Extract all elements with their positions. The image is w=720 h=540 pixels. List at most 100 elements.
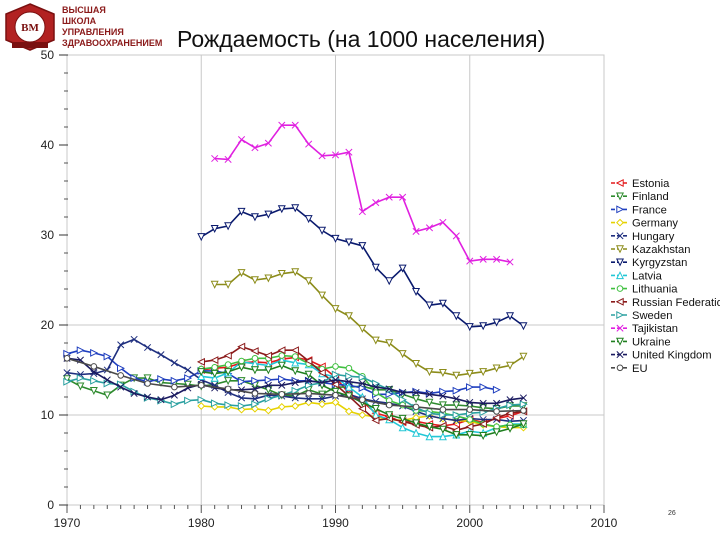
legend-item: Estonia (611, 178, 670, 190)
data-point (466, 383, 475, 392)
data-point (224, 401, 233, 410)
data-point (452, 401, 461, 410)
data-point (238, 357, 245, 365)
data-point (251, 395, 259, 403)
data-point (520, 407, 527, 414)
data-point (237, 377, 246, 386)
data-point (224, 280, 233, 289)
legend-marker (616, 310, 625, 320)
series-tajikistan (211, 121, 514, 266)
data-point (412, 360, 421, 369)
data-point (143, 343, 152, 352)
data-point (304, 356, 313, 366)
data-point (250, 213, 259, 222)
logo-line-2: ШКОЛА (62, 16, 97, 26)
data-point (117, 372, 124, 379)
data-point (157, 374, 166, 384)
data-point (398, 423, 407, 432)
data-point (63, 377, 72, 386)
data-point (412, 419, 421, 428)
data-point (371, 410, 380, 419)
data-point (210, 369, 219, 378)
data-point (291, 121, 299, 129)
data-point (519, 400, 528, 409)
data-point (465, 369, 474, 378)
legend-label: United Kingdom (632, 350, 712, 362)
data-point (264, 139, 272, 147)
data-point (210, 373, 219, 382)
data-point (372, 199, 380, 207)
data-point (493, 399, 501, 407)
data-point (171, 383, 178, 391)
data-point (304, 215, 313, 224)
data-point (478, 419, 487, 429)
data-point (103, 352, 112, 361)
data-point (237, 136, 246, 144)
data-point (358, 373, 367, 382)
data-point (130, 389, 138, 397)
page-number: 26 (668, 510, 676, 517)
data-point (251, 144, 259, 152)
data-point (371, 336, 380, 345)
legend-label: Russian Federation (632, 297, 720, 309)
data-point (130, 335, 138, 343)
data-point (425, 423, 434, 432)
data-point (224, 368, 233, 377)
data-point (90, 348, 99, 357)
data-point (398, 395, 407, 404)
data-point (305, 390, 312, 397)
data-point (479, 255, 487, 263)
data-point (291, 379, 299, 387)
data-point (479, 404, 488, 413)
x-tick-label: 1980 (188, 516, 215, 530)
data-point (264, 381, 272, 389)
data-point (197, 382, 205, 389)
data-point (237, 269, 246, 278)
data-point (237, 207, 246, 216)
legend-label: France (632, 204, 667, 216)
data-point (438, 299, 447, 308)
data-point (331, 370, 340, 379)
data-point (157, 396, 165, 404)
data-point (439, 392, 447, 400)
data-point (385, 193, 393, 201)
data-point (184, 366, 192, 374)
data-point (103, 391, 112, 400)
legend-item: Kazakhstan (611, 244, 690, 256)
data-point (331, 305, 340, 314)
data-point (519, 420, 528, 429)
data-point (197, 368, 206, 377)
data-point (291, 358, 300, 367)
legend-label: Estonia (632, 178, 670, 190)
data-point (251, 390, 259, 397)
data-point (439, 406, 447, 413)
data-point (277, 402, 286, 411)
legend-item: Kyrgyzstan (611, 257, 687, 269)
data-point (452, 410, 461, 420)
legend-label: Hungary (632, 231, 675, 243)
data-point (358, 242, 367, 251)
legend-item: EU (611, 363, 648, 375)
data-point (479, 432, 488, 441)
data-point (479, 399, 487, 407)
legend-item: Finland (611, 191, 669, 203)
legend-marker (616, 364, 624, 372)
data-point (372, 389, 380, 396)
data-point (452, 312, 461, 321)
data-point (331, 376, 340, 384)
x-tick-label: 1970 (54, 516, 81, 530)
data-point (399, 388, 407, 397)
data-point (358, 208, 366, 216)
data-point (277, 346, 286, 355)
data-point (331, 380, 340, 389)
data-point (264, 386, 273, 395)
legend-item: Hungary (611, 231, 675, 243)
data-point (143, 374, 152, 383)
data-point (344, 392, 353, 401)
legend-marker (615, 178, 624, 188)
y-tick-label: 40 (41, 138, 55, 152)
data-point (492, 318, 501, 327)
data-point (372, 383, 380, 391)
data-point (290, 346, 299, 355)
legend-label: Germany (632, 218, 678, 230)
